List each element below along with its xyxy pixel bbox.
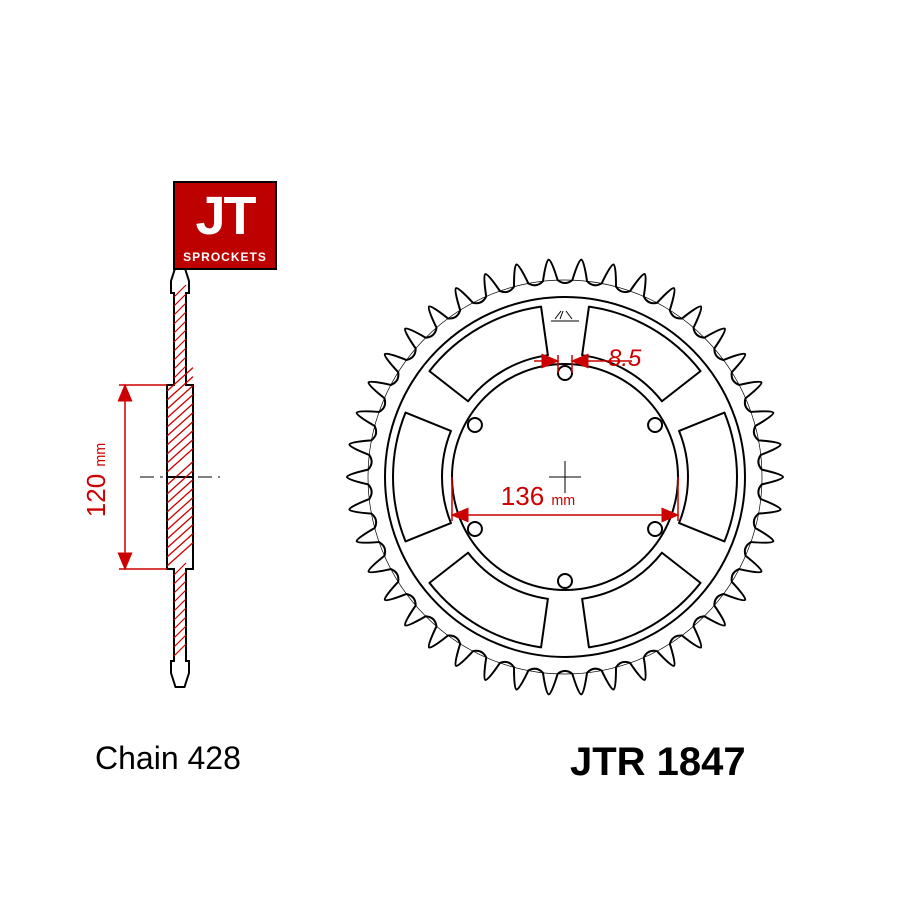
svg-text:120 mm: 120 mm <box>81 443 111 517</box>
svg-text:136 mm: 136 mm <box>501 481 575 511</box>
diagram-canvas: { "page": { "width": 900, "height": 900,… <box>0 0 900 900</box>
logo-text-bottom: SPROCKETS <box>175 250 275 264</box>
logo-badge: JT SPROCKETS <box>173 181 277 270</box>
chain-caption: Chain 428 <box>95 740 241 777</box>
logo-text-top: JT <box>175 189 275 243</box>
svg-text:8.5: 8.5 <box>608 345 642 372</box>
part-number: JTR 1847 <box>570 740 746 785</box>
brand-logo: JT SPROCKETS <box>175 175 275 275</box>
